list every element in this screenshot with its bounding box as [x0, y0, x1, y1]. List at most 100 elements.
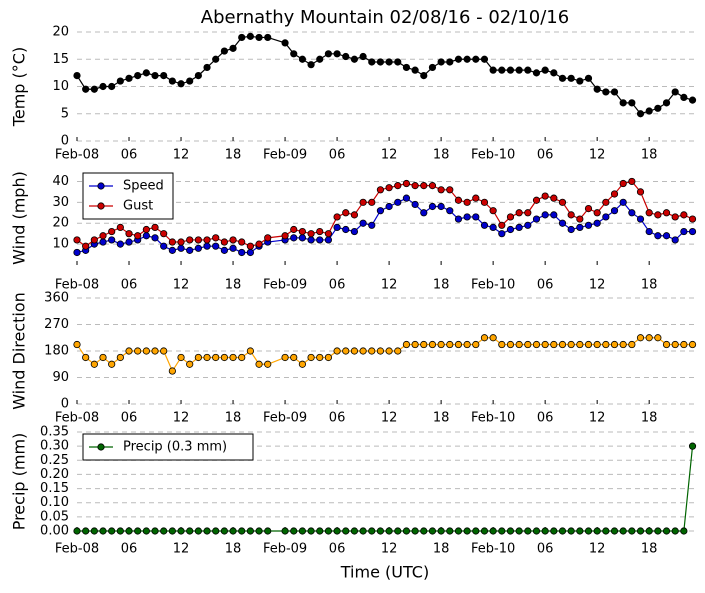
data-point [316, 353, 324, 362]
data-point [550, 69, 558, 77]
data-point [264, 234, 272, 242]
data-point [359, 219, 367, 227]
x-tick-label: 18 [225, 278, 242, 293]
data-point [376, 527, 385, 535]
data-point [463, 340, 471, 349]
x-tick-label: 06 [537, 148, 554, 163]
y-tick-label: 270 [44, 317, 69, 332]
x-tick-label: 12 [381, 278, 398, 293]
legend-swatch [97, 182, 105, 190]
data-point [567, 340, 575, 349]
data-point [567, 225, 575, 234]
data-point [411, 200, 419, 209]
data-point [73, 248, 81, 257]
data-point [220, 353, 228, 362]
data-point [680, 93, 688, 102]
data-point [220, 238, 228, 246]
data-point [342, 347, 350, 355]
y-tick-label: 10 [52, 79, 69, 94]
data-point [324, 230, 333, 238]
data-point [688, 227, 697, 236]
data-point [316, 527, 324, 535]
data-point [662, 527, 671, 535]
legend: Precip (0.3 mm) [82, 433, 254, 461]
data-point [671, 213, 679, 221]
data-point [290, 353, 298, 362]
x-tick-label: 12 [173, 542, 190, 557]
y-tick-label: 40 [52, 174, 69, 189]
data-point [567, 211, 575, 219]
x-tick-label: 06 [537, 542, 554, 557]
data-point [602, 340, 610, 349]
data-point [316, 236, 324, 244]
x-tick-label: Feb-10 [471, 278, 515, 293]
data-point [168, 238, 176, 246]
data-point [298, 234, 307, 242]
data-point [584, 340, 593, 349]
data-point [428, 63, 437, 72]
data-point [359, 52, 367, 61]
data-point [229, 527, 237, 535]
data-point [333, 213, 341, 221]
data-point [394, 198, 402, 206]
data-point [654, 104, 662, 112]
data-point [134, 232, 142, 240]
data-point [680, 527, 688, 535]
data-point [688, 96, 697, 104]
data-point [680, 340, 688, 349]
data-point [385, 527, 393, 535]
data-point [333, 50, 341, 58]
data-point [420, 527, 428, 535]
data-point [506, 340, 515, 349]
data-point [671, 236, 679, 244]
data-point [446, 186, 454, 194]
data-point [255, 527, 263, 535]
data-point [142, 69, 150, 77]
data-point [142, 225, 150, 234]
data-point [142, 347, 150, 355]
data-point [463, 55, 471, 63]
data-point [350, 347, 359, 355]
data-point [506, 213, 515, 221]
data-point [238, 33, 246, 42]
data-point [73, 236, 81, 244]
legend-swatch [97, 202, 105, 210]
series-line [76, 35, 693, 115]
data-point [281, 353, 289, 362]
data-point [298, 360, 307, 368]
x-tick-label: 18 [225, 542, 242, 557]
x-tick-label: 18 [641, 278, 658, 293]
data-point [645, 227, 653, 236]
data-point [203, 236, 211, 244]
data-point [645, 334, 653, 342]
data-point [515, 527, 523, 535]
data-point [498, 527, 506, 535]
data-point [246, 32, 254, 40]
data-point [186, 360, 194, 368]
data-point [142, 232, 150, 240]
x-axis-label: Time (UTC) [340, 563, 429, 582]
data-point [73, 340, 81, 349]
data-point [506, 66, 515, 74]
data-point [567, 74, 575, 82]
x-tick-label: 12 [381, 411, 398, 426]
data-point [576, 215, 584, 223]
data-point [610, 340, 619, 349]
data-point [116, 77, 124, 85]
data-point [255, 240, 263, 248]
data-point [90, 236, 98, 244]
x-tick-label: 06 [329, 411, 346, 426]
data-point [428, 340, 437, 349]
data-point [333, 347, 341, 355]
data-point [593, 340, 601, 349]
data-point [212, 353, 220, 362]
data-point [342, 209, 350, 217]
x-tick-label: 06 [121, 542, 138, 557]
data-point [82, 242, 90, 250]
data-point [116, 353, 124, 362]
data-point [619, 198, 627, 206]
data-point [99, 232, 107, 240]
data-point [264, 360, 272, 368]
data-point [116, 240, 124, 248]
data-point [602, 198, 610, 206]
